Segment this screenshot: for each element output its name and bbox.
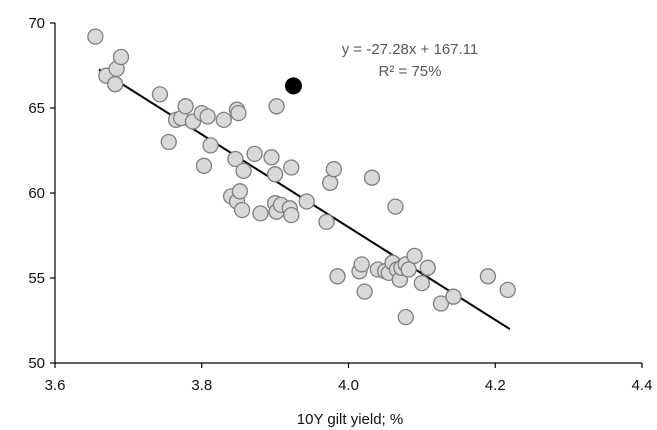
data-point [178,99,193,114]
data-point [232,184,247,199]
trendline-r-squared: R² = 75% [379,63,442,80]
x-tick-label: 4.2 [485,377,506,394]
highlight-point [285,78,301,94]
data-point [398,310,413,325]
data-point [236,163,251,178]
data-point [231,106,246,121]
y-ticks: 50 55 60 65 70 [28,15,55,372]
data-point [216,112,231,127]
data-point [114,50,129,65]
data-point [253,206,268,221]
x-tick-label: 4.4 [632,377,653,394]
data-point [446,289,461,304]
data-point [264,150,279,165]
x-axis-label: 10Y gilt yield; % [297,411,403,428]
data-point [269,99,284,114]
data-point [203,138,218,153]
data-point [357,284,372,299]
data-point [108,77,123,92]
data-point [319,214,334,229]
x-tick-label: 4.0 [338,377,359,394]
data-point [480,269,495,284]
y-tick-label: 65 [28,100,45,117]
y-tick-label: 60 [28,185,45,202]
data-point [268,167,283,182]
data-point [420,260,435,275]
data-points [88,29,515,325]
x-tick-label: 3.8 [191,377,212,394]
data-point [284,160,299,175]
data-point [354,257,369,272]
data-point [323,175,338,190]
trendline-equation: y = -27.28x + 167.11 [342,41,479,58]
data-point [247,146,262,161]
data-point [235,203,250,218]
x-ticks: 3.6 3.8 4.0 4.2 4.4 [45,363,653,394]
data-point [330,269,345,284]
data-point [200,109,215,124]
data-point [196,158,211,173]
data-point [152,87,167,102]
y-tick-label: 50 [28,355,45,372]
data-point [326,162,341,177]
y-tick-label: 70 [28,15,45,32]
data-point [299,194,314,209]
data-point [414,276,429,291]
y-tick-label: 55 [28,270,45,287]
data-point [388,199,403,214]
x-tick-label: 3.6 [45,377,66,394]
data-point [407,248,422,263]
data-point [161,135,176,150]
data-point [364,170,379,185]
data-point [401,262,416,277]
data-point [500,282,515,297]
data-point [284,208,299,223]
data-point [88,29,103,44]
